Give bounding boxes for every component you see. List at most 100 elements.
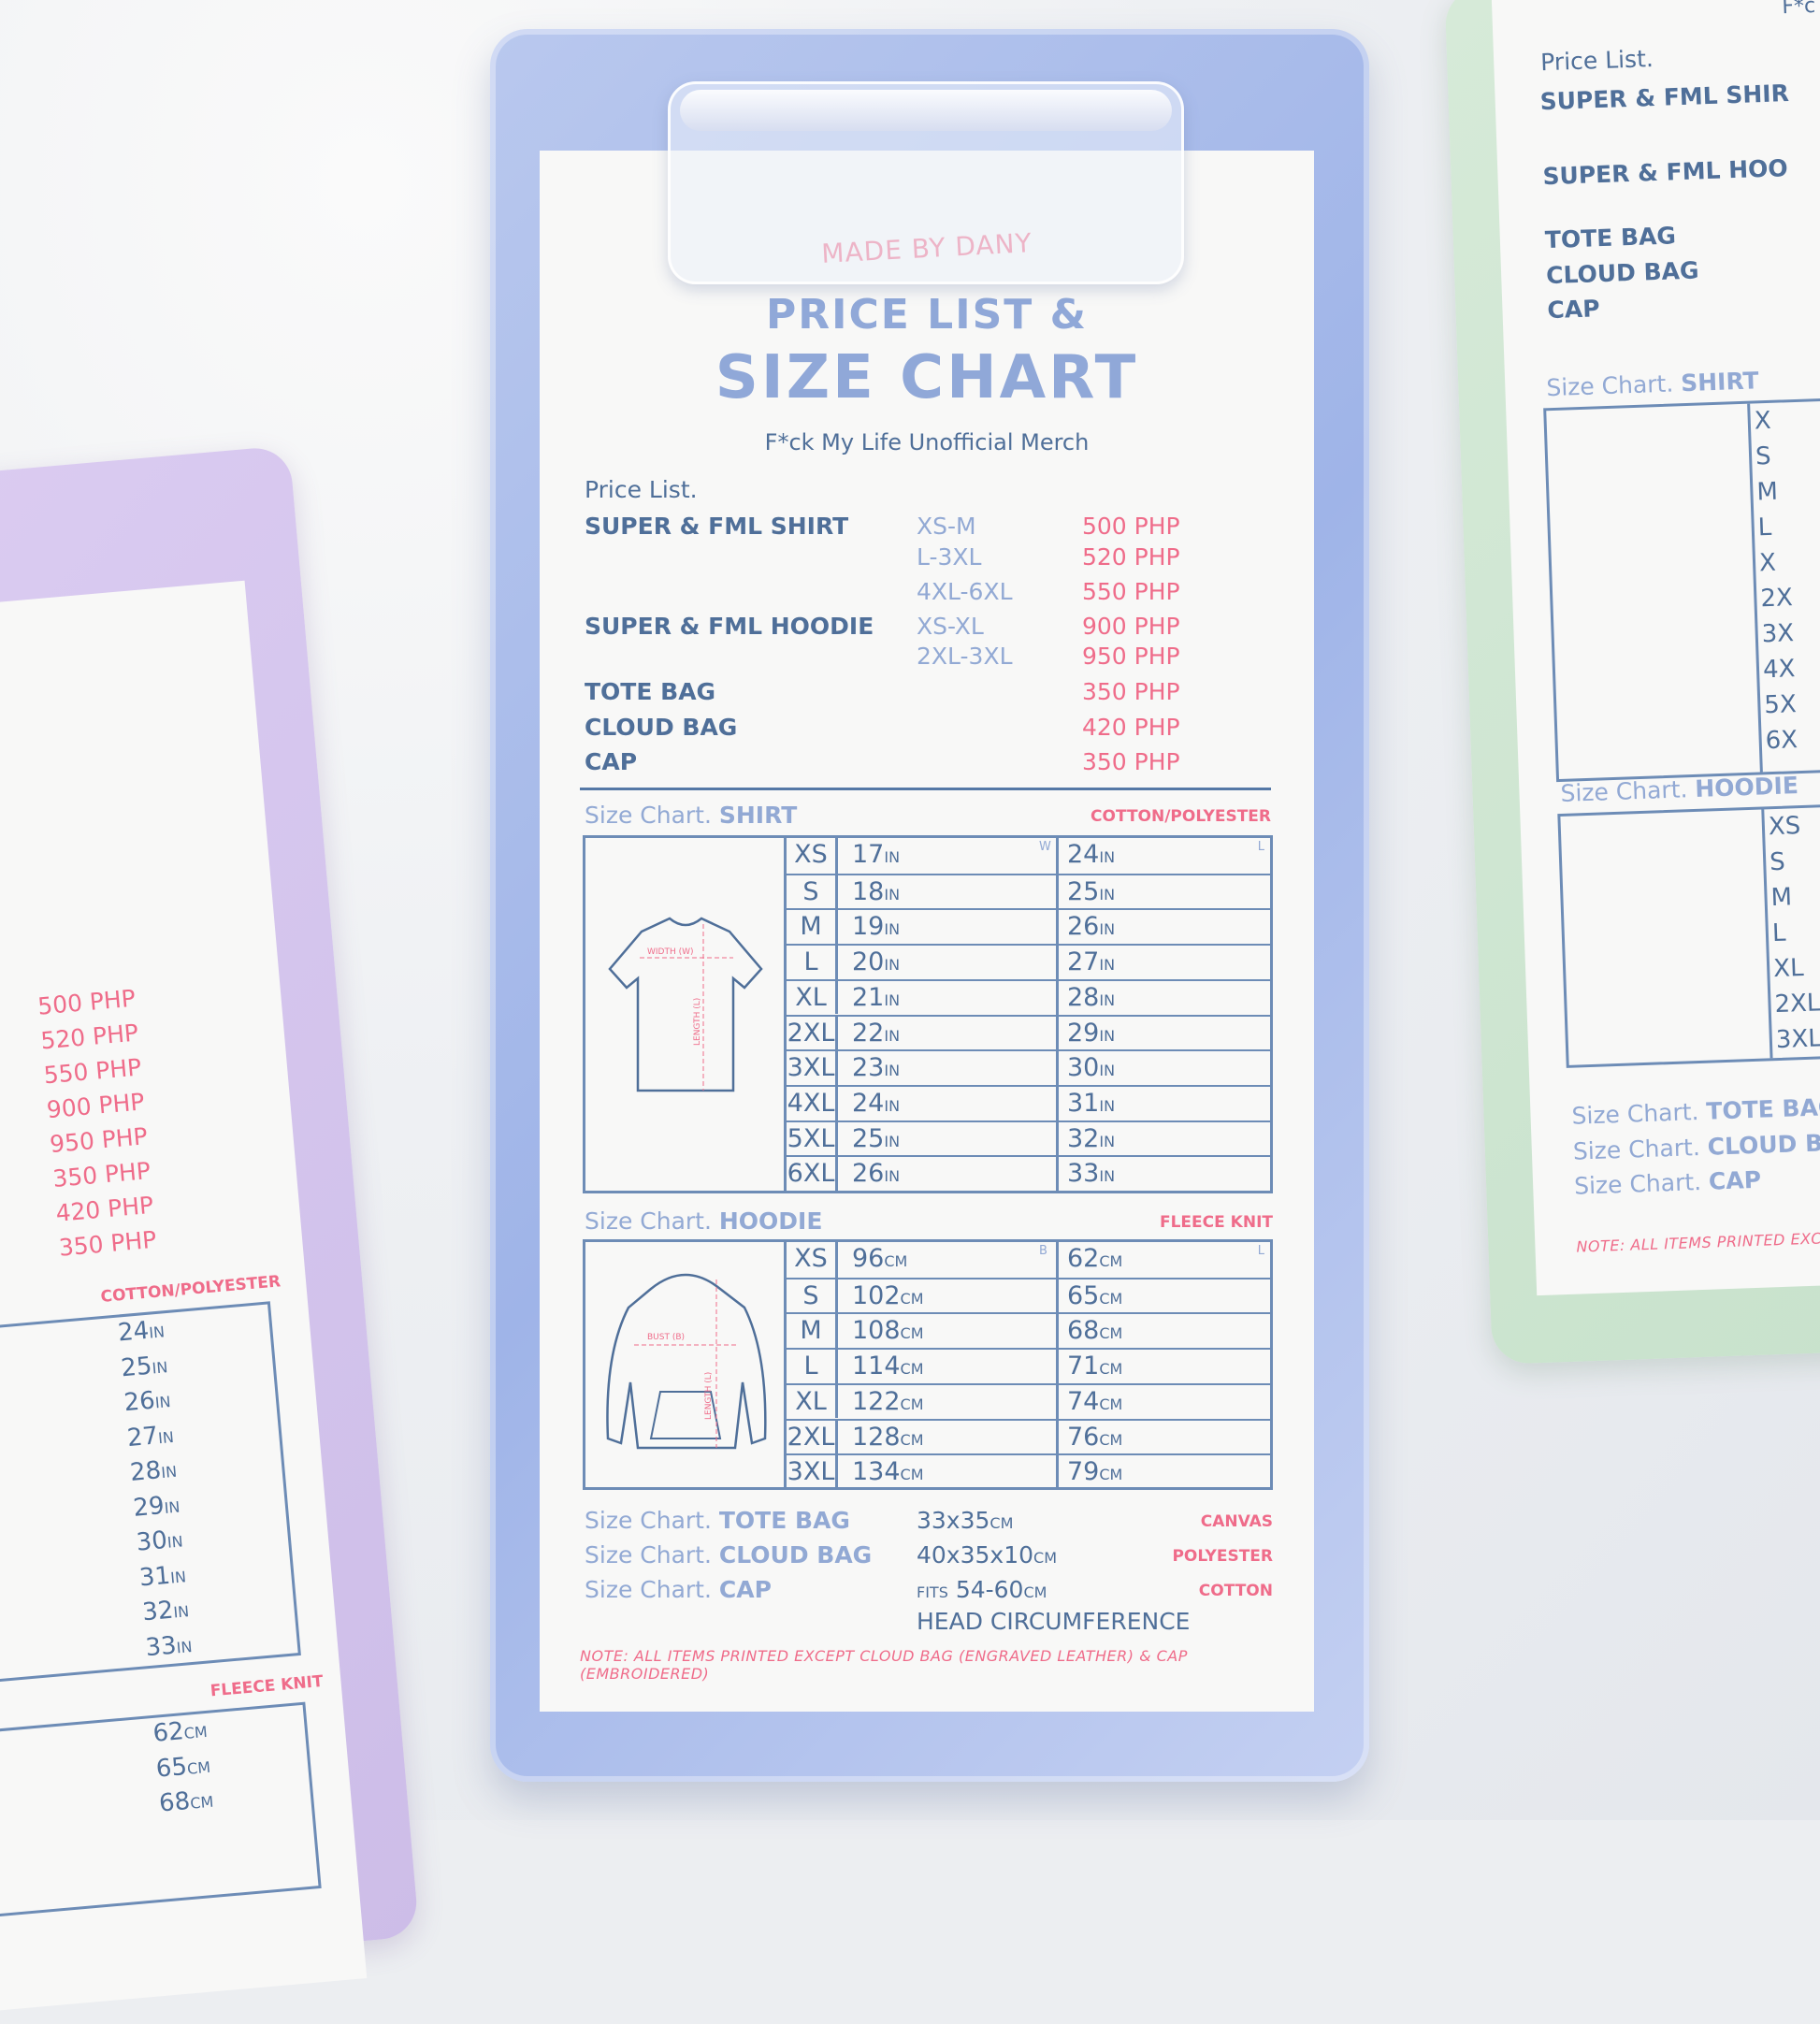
right-price-item: TOTE BAG: [1544, 222, 1677, 254]
extra-title: TOTE BAG: [1705, 1092, 1820, 1125]
value: 25: [120, 1352, 153, 1382]
left-price: 900 PHP: [45, 1088, 146, 1124]
value: 17: [852, 840, 885, 869]
price-item-size-range: L-3XL: [917, 543, 982, 571]
value: 122: [852, 1386, 901, 1416]
unit: IN: [166, 1532, 184, 1552]
price-item-name: CAP: [585, 748, 638, 775]
unit: CM: [884, 1252, 908, 1270]
unit: CM: [182, 1722, 209, 1743]
extra-size: FITS 54-60CM: [917, 1576, 1047, 1603]
shirt-chart-heading: Size Chart. SHIRT: [585, 802, 797, 829]
value: 128: [852, 1422, 901, 1452]
value: 79: [1067, 1457, 1100, 1487]
size-cell: 4X: [1762, 655, 1796, 685]
price-item-price: 520 PHP: [1082, 543, 1180, 571]
value: 108: [852, 1316, 901, 1346]
extra-title: CAP: [1708, 1165, 1762, 1195]
unit: IN: [172, 1602, 190, 1622]
left-paper: 500 PHP 520 PHP 550 PHP 900 PHP 950 PHP 350 P…: [0, 580, 368, 2021]
left-l-cell: 65CM: [155, 1750, 211, 1783]
left-shirt-table: 24IN 25IN 26IN 27IN 28IN 29IN 30IN 31IN 32IN 33IN: [0, 1301, 301, 1692]
value: 33: [1067, 1159, 1100, 1189]
bust-label: BUST (B): [647, 1333, 685, 1342]
measure-2-cell: 32IN: [1067, 1124, 1115, 1153]
unit: CM: [900, 1324, 924, 1343]
left-l-cell: 28IN: [129, 1455, 178, 1487]
value: 30: [1067, 1053, 1100, 1083]
size-cell: XS: [787, 1242, 838, 1278]
price-list-heading: Price List.: [585, 476, 698, 503]
extra-size-note: HEAD CIRCUMFERENCE: [917, 1608, 1191, 1635]
unit: IN: [884, 885, 901, 904]
right-extra-heading: Size Chart. CAP: [1574, 1166, 1762, 1200]
value: 28: [1067, 982, 1100, 1012]
left-l-cell: 62CM: [152, 1715, 208, 1748]
left-shirt-material: COTTON/POLYESTER: [99, 1272, 282, 1308]
right-price-item: CAP: [1547, 295, 1601, 325]
table-row: M 19IN 26IN: [787, 908, 1270, 945]
right-paper: F*c Price List. SUPER & FML SHIR SUPER & …: [1491, 0, 1820, 1296]
unit: IN: [1099, 956, 1116, 975]
size-chart-label: Size Chart.: [1571, 1098, 1699, 1130]
size-chart-label: Size Chart.: [585, 1541, 712, 1569]
measure-2-cell: 30IN: [1067, 1053, 1115, 1082]
right-note: NOTE: ALL ITEMS PRINTED EXCEPT: [1576, 1228, 1820, 1256]
width-label: WIDTH (W): [647, 947, 694, 957]
measure-1-cell: 19IN: [852, 912, 900, 941]
price-item-price: 420 PHP: [1082, 714, 1180, 741]
main-paper: MADE BY DANY PRICE LIST & SIZE CHART F*c…: [540, 151, 1314, 1712]
unit: IN: [884, 920, 901, 939]
clipboard-clip: [668, 81, 1184, 284]
size-cell: L: [787, 1350, 838, 1383]
price-item-price: 500 PHP: [1082, 513, 1180, 540]
value: 29: [1067, 1018, 1100, 1048]
measure-1-cell: 96CM: [852, 1244, 907, 1273]
hoodie-chart-heading: Size Chart. HOODIE: [585, 1207, 822, 1235]
left-l-cell: 32IN: [141, 1595, 190, 1627]
hoodie-size-table: BUST (B) LENGTH (L) B L XS 96CM 62CM S 102CM…: [583, 1239, 1273, 1490]
col-l-label: L: [1257, 840, 1264, 854]
measure-2-cell: 25IN: [1067, 877, 1115, 906]
table-row: 5XL 25IN 32IN: [787, 1120, 1270, 1156]
left-price: 350 PHP: [57, 1225, 158, 1262]
size-cell: 3X: [1761, 619, 1795, 649]
column-divider: [1761, 809, 1773, 1059]
value: 18: [852, 876, 885, 906]
size-cell: XS: [1768, 812, 1801, 842]
price-item-size-range: 4XL-6XL: [917, 578, 1013, 605]
right-size-table: X S M L X 2X 3X 4X 5X 6X: [1543, 395, 1820, 783]
column-divider: [1056, 1242, 1059, 1487]
size-chart-label: Size Chart.: [1545, 369, 1674, 402]
unit: IN: [884, 848, 901, 866]
shirt-diagram: WIDTH (W) LENGTH (L): [585, 838, 787, 1191]
price-item-size-range: 2XL-3XL: [917, 643, 1013, 670]
size-cell: XS: [787, 838, 838, 874]
unit: IN: [157, 1427, 175, 1447]
size-cell: M: [787, 910, 838, 945]
size-cell: 6X: [1765, 726, 1798, 756]
divider: [580, 788, 1271, 790]
value: 134: [852, 1457, 901, 1487]
value: 33: [144, 1630, 178, 1662]
unit: CM: [1099, 1395, 1123, 1413]
price-item-name: CLOUD BAG: [585, 714, 738, 741]
value: 21: [852, 982, 885, 1012]
measure-2-cell: 26IN: [1067, 912, 1115, 941]
measure-1-cell: 24IN: [852, 1089, 900, 1118]
value: 23: [852, 1053, 885, 1083]
price-item-price: 350 PHP: [1082, 678, 1180, 705]
table-row: S 18IN 25IN: [787, 873, 1270, 909]
size-chart-label: Size Chart.: [585, 1507, 712, 1534]
size-cell: 2XL: [787, 1016, 838, 1050]
size-cell: L: [1771, 918, 1786, 948]
unit: IN: [160, 1462, 178, 1482]
table-row: L 20IN 27IN: [787, 944, 1270, 979]
right-size-table: XS S M L XL 2XL 3XL: [1557, 801, 1820, 1068]
left-l-cell: 26IN: [123, 1385, 171, 1417]
size-cell: M: [1755, 477, 1779, 507]
unit: CM: [1099, 1252, 1123, 1270]
unit: IN: [884, 1062, 901, 1080]
length-label: LENGTH (L): [693, 998, 702, 1046]
size-chart-label: Size Chart.: [585, 1576, 712, 1603]
